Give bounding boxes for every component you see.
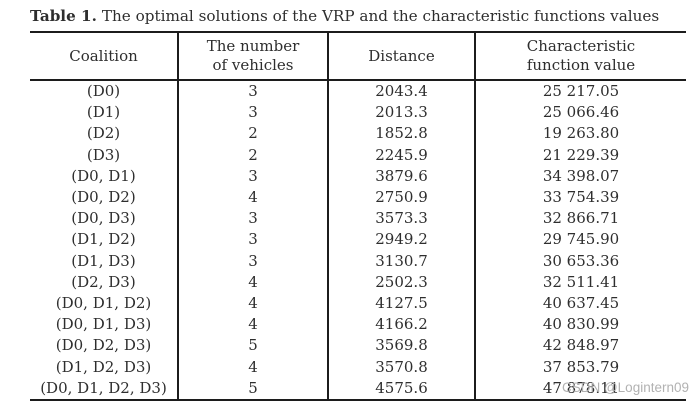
table-body: (D0) 3 2043.4 25 217.05 (D1) 3 2013.3 25 066.46… [30,80,686,401]
cell-vehicles: 4 [177,356,328,378]
cell-vehicles: 5 [177,377,328,401]
cell-vehicles: 2 [177,123,328,145]
table-caption-text: The optimal solutions of the VRP and the… [101,7,660,25]
cell-coalition: (D0, D3) [71,209,136,228]
table-row: (D0, D2, D3) 5 3569.8 42 848.97 [30,335,686,357]
cell-value: 42 848.97 [474,335,686,357]
cell-value: 32 866.71 [474,208,686,230]
cell-distance: 2245.9 [327,144,475,166]
cell-value: 40 637.45 [474,293,686,315]
cell-value: 19 263.80 [474,123,686,145]
cell-value: 25 066.46 [474,102,686,124]
cell-coalition: (D0, D2, D3) [55,336,152,355]
cell-distance: 3879.6 [327,165,475,188]
cell-distance: 1852.8 [327,123,475,145]
table-row: (D1) 3 2013.3 25 066.46 [30,102,686,124]
column-header-vehicles: The number of vehicles [177,32,328,81]
cell-distance: 3569.8 [327,335,475,357]
cell-vehicles: 2 [177,144,328,166]
cell-vehicles: 3 [177,250,328,272]
table-row: (D2, D3) 4 2502.3 32 511.41 [30,271,686,294]
cell-coalition: (D2, D3) [71,272,136,291]
cell-value: 29 745.90 [474,229,686,251]
cell-value: 30 653.36 [474,250,686,272]
column-header-coalition: Coalition [30,32,178,81]
column-header-distance: Distance [327,32,475,81]
table-row: (D0, D1, D3) 4 4166.2 40 830.99 [30,314,686,336]
table-row: (D0, D1) 3 3879.6 34 398.07 [30,165,686,188]
cell-vehicles: 3 [177,165,328,188]
cell-vehicles: 4 [177,187,328,209]
cell-coalition: (D0, D1) [71,166,136,185]
table-row: (D1, D2, D3) 4 3570.8 37 853.79 [30,356,686,378]
cell-distance: 2013.3 [327,102,475,124]
cell-coalition: (D3) [86,145,121,164]
table-row: (D0, D1, D2) 4 4127.5 40 637.45 [30,293,686,315]
cell-coalition: (D2) [86,124,121,143]
cell-vehicles: 4 [177,271,328,294]
cell-distance: 3130.7 [327,250,475,272]
cell-coalition: (D0, D2) [71,188,136,207]
header-row: Coalition The number of vehicles Distanc… [30,32,686,81]
cell-distance: 2949.2 [327,229,475,251]
cell-value: 34 398.07 [474,165,686,188]
table-row: (D0, D2) 4 2750.9 33 754.39 [30,187,686,209]
table-row: (D0, D3) 3 3573.3 32 866.71 [30,208,686,230]
cell-value: 32 511.41 [474,271,686,294]
cell-value: 33 754.39 [474,187,686,209]
table-header: Coalition The number of vehicles Distanc… [30,32,686,81]
vrp-results-table: Coalition The number of vehicles Distanc… [30,31,686,402]
cell-vehicles: 4 [177,293,328,315]
cell-coalition: (D1, D2, D3) [55,357,152,376]
cell-value: 47 878.11 [474,377,686,401]
table-row: (D3) 2 2245.9 21 229.39 [30,144,686,166]
cell-distance: 4575.6 [327,377,475,401]
cell-vehicles: 4 [177,314,328,336]
cell-coalition: (D0, D1, D3) [55,315,152,334]
cell-vehicles: 3 [177,102,328,124]
cell-vehicles: 5 [177,335,328,357]
cell-coalition: (D1) [86,103,121,122]
cell-distance: 2043.4 [327,80,475,103]
cell-coalition: (D0, D1, D2) [55,294,152,313]
cell-coalition: (D1, D3) [71,251,136,270]
csdn-watermark: CSDN @Logintern09 [561,380,689,395]
column-header-characteristic-value: Characteristic function value [474,32,686,81]
table-caption-label: Table 1. [30,7,97,25]
table-row: (D1, D2) 3 2949.2 29 745.90 [30,229,686,251]
cell-distance: 4127.5 [327,293,475,315]
table-row: (D0) 3 2043.4 25 217.05 [30,80,686,103]
cell-coalition: (D0) [86,82,121,100]
cell-value: 25 217.05 [474,80,686,103]
table-row: (D1, D3) 3 3130.7 30 653.36 [30,250,686,272]
table-caption: Table 1. The optimal solutions of the VRP… [30,6,690,26]
table-row: (D2) 2 1852.8 19 263.80 [30,123,686,145]
cell-coalition: (D0, D1, D2, D3) [40,378,167,397]
cell-coalition: (D1, D2) [71,230,136,249]
cell-value: 40 830.99 [474,314,686,336]
cell-distance: 2750.9 [327,187,475,209]
cell-vehicles: 3 [177,80,328,103]
cell-vehicles: 3 [177,208,328,230]
cell-value: 21 229.39 [474,144,686,166]
cell-distance: 3573.3 [327,208,475,230]
cell-value: 37 853.79 [474,356,686,378]
table-row: (D0, D1, D2, D3) 5 4575.6 47 878.11 [30,377,686,401]
cell-vehicles: 3 [177,229,328,251]
cell-distance: 3570.8 [327,356,475,378]
cell-distance: 2502.3 [327,271,475,294]
cell-distance: 4166.2 [327,314,475,336]
